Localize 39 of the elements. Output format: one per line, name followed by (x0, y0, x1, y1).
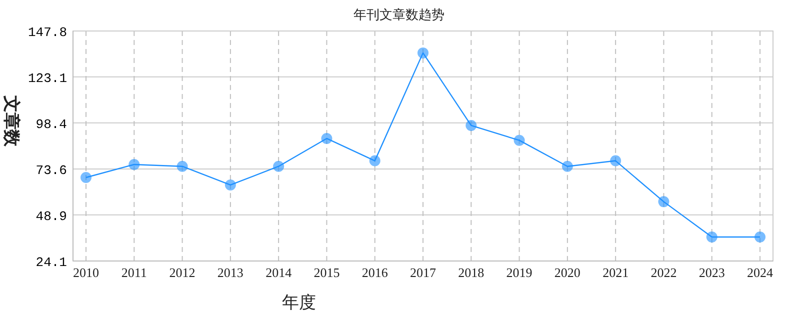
point (128, 159, 140, 170)
x-tick-label: 2022 (650, 265, 677, 280)
x-tick-label: 2010 (73, 265, 99, 280)
y-tick-label: 48.9 (36, 208, 67, 224)
x-tick-label: 2019 (506, 265, 532, 280)
point (514, 134, 525, 146)
y-tick-label: 147.8 (28, 25, 67, 40)
point (273, 160, 284, 172)
point (562, 160, 573, 172)
x-tick-label: 2012 (169, 265, 196, 280)
x-tick-label: 2011 (121, 265, 147, 280)
y-tick-label: 98.4 (36, 116, 68, 132)
chart-title: 年刊文章数趋势 (354, 7, 444, 22)
x-tick-label: 2020 (554, 265, 580, 280)
y-tick-label: 24.1 (36, 255, 68, 270)
x-tick-label: 2013 (217, 265, 244, 280)
x-tick-label: 2024 (747, 265, 774, 280)
point (754, 232, 766, 243)
x-tick-label: 2021 (602, 265, 629, 280)
x-tick-label: 2017 (410, 265, 436, 280)
point (369, 155, 380, 166)
x-tick-label: 2014 (266, 265, 292, 280)
y-tick-label: 73.6 (36, 162, 67, 178)
x-tick-label: 2015 (314, 265, 340, 280)
y-axis-title: 文章数 (2, 94, 21, 148)
point (224, 179, 236, 190)
x-tick-label: 2016 (362, 265, 388, 280)
x-tick-label: 2023 (698, 265, 725, 280)
point (706, 232, 718, 243)
y-tick-label: 123.1 (28, 70, 68, 86)
point (176, 160, 188, 172)
point (658, 196, 670, 208)
x-tick-label: 2018 (458, 265, 484, 280)
point (321, 132, 332, 144)
x-axis-title: 年度 (282, 293, 316, 312)
point (418, 47, 428, 58)
point (80, 172, 92, 184)
point (466, 120, 477, 131)
point (610, 155, 622, 166)
